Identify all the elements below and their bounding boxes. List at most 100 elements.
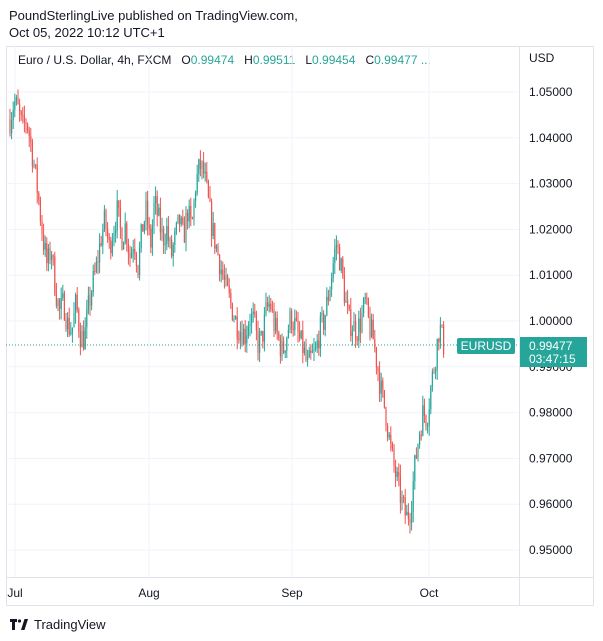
price-tag-value: 0.99477 [529,339,573,353]
candle-body [375,347,377,368]
candle-body [27,124,29,131]
candle-body [377,367,379,372]
candle-body [265,301,267,315]
candle-body [313,349,315,352]
candle-body [155,196,157,204]
y-axis[interactable]: 1.05000 1.04000 1.03000 1.02000 1.01000 1.000… [529,85,573,557]
y-tick-label: 1.05000 [529,85,573,99]
close-label: C [365,53,375,67]
candle-body [143,221,145,232]
candle-body [119,208,121,229]
candle-body [19,104,21,112]
candle-body [367,298,369,317]
candle-body [132,249,134,252]
candle-body [115,230,117,234]
candle-body [247,326,249,336]
candle-body [49,248,51,261]
candle-body [172,244,174,257]
candle-body [199,159,201,169]
candle-body [287,329,289,338]
candle-body [363,298,365,314]
candle-body [209,197,211,202]
candle-body [46,242,48,264]
candle-body [414,455,416,482]
candle-body [369,316,371,337]
candle-body [99,243,101,263]
chart-legend: Euro / U.S. Dollar, 4h, FXCM O0.99474 H0… [18,52,431,68]
candle-body [33,164,35,167]
candle-body [337,244,339,247]
candle-body [110,240,112,254]
candle-body [191,217,193,219]
candle-body [303,347,305,353]
symbol-tag-bg [457,338,515,354]
y-tick-label: 1.03000 [529,177,573,191]
candle-body [180,217,182,225]
candle-body [39,200,41,222]
candle-body [62,293,64,298]
candle-body [118,200,120,209]
candle-body [214,223,216,249]
footer: TradingView [10,617,106,632]
candle-body [420,434,422,436]
x-axis[interactable]: Jul Aug Sep Oct [7,586,439,600]
candle-body [38,192,40,201]
candle-body [63,293,65,321]
candle-body [295,318,297,321]
candle-body [73,312,75,328]
candle-body [212,223,214,237]
candle-body [396,471,398,478]
candle-body [300,330,302,339]
grid [6,46,519,577]
candle-body [225,275,227,280]
candle-body [222,269,224,276]
candle-body [321,313,323,316]
candle-body [345,300,347,303]
low-label: L [305,53,313,67]
candle-body [379,371,381,394]
candle-body [89,295,91,306]
candle-body [150,228,152,248]
candle-body [441,324,443,326]
candle-body [17,97,19,105]
candle-body [94,271,96,273]
candle-body [47,248,49,264]
candle-body [380,380,382,394]
candle-body [374,339,376,348]
candle-body [169,239,171,241]
candle-body [404,497,406,516]
y-tick-label: 0.97000 [529,451,573,465]
candle-body [350,309,352,337]
candle-body [231,303,233,321]
symbol-description: Euro / U.S. Dollar, 4h, FXCM [18,53,172,67]
candle-body [361,313,363,332]
x-tick-label: Aug [138,586,159,600]
x-tick-label: Oct [420,586,439,600]
candle-body [289,310,291,330]
candle-body [171,239,173,257]
candle-body [140,224,142,248]
candle-body [411,511,413,523]
open-label: O [181,53,191,67]
candle-body [95,261,97,272]
low-value: 0.99454 [312,53,356,67]
candle-body [364,297,366,299]
candle-body [145,200,147,222]
candle-body [358,318,360,341]
candle-body [427,425,429,427]
candle-body [324,315,326,330]
price-tag-countdown: 03:47:15 [529,352,576,366]
candle-body [9,119,11,134]
candle-body [235,316,237,320]
candle-body [291,310,293,329]
candle-body [425,415,427,426]
candle-body [126,223,128,244]
candle-body [14,101,16,110]
candle-body [206,171,208,182]
candle-body [436,338,438,370]
candle-body [135,254,137,266]
candle-body [51,255,53,261]
candle-body [44,242,46,250]
candle-body [116,200,118,231]
